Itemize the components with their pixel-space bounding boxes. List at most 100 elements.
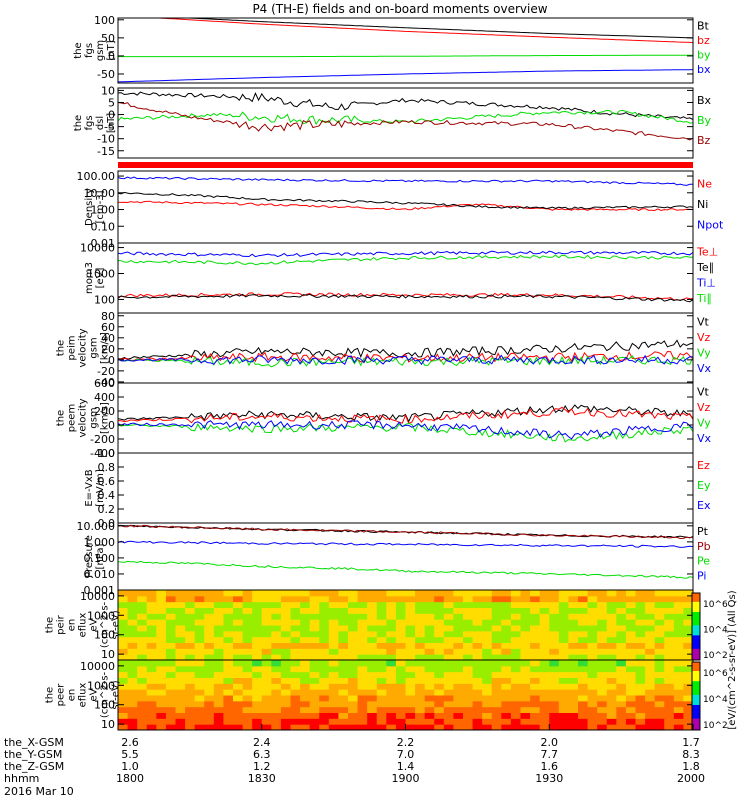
heatmap-cell: [625, 654, 636, 661]
heatmap-cell: [338, 671, 349, 678]
heatmap-cell: [204, 724, 215, 731]
heatmap-cell: [271, 613, 282, 620]
heatmap-cell: [530, 654, 541, 661]
heatmap-cell: [683, 607, 694, 614]
heatmap-cell: [463, 671, 474, 678]
heatmap-cell: [415, 642, 426, 649]
heatmap-cell: [530, 671, 541, 678]
heatmap-cell: [348, 689, 359, 696]
heatmap-cell: [319, 613, 330, 620]
heatmap-cell: [137, 700, 148, 708]
y-tick-label: 0.0: [98, 517, 116, 530]
heatmap-cell: [539, 660, 550, 667]
heatmap-cell: [328, 683, 339, 690]
panel-frame: [117, 87, 694, 159]
heatmap-cell: [156, 595, 167, 603]
heatmap-cell: [223, 590, 234, 597]
heatmap-cell: [635, 718, 646, 725]
heatmap-cell: [616, 642, 627, 649]
series-line-Te⊥: [117, 292, 694, 301]
colorbar-cell: [692, 646, 700, 649]
heatmap-cell: [539, 648, 550, 655]
heatmap-cell: [587, 665, 598, 673]
heatmap-cell: [453, 595, 464, 603]
heatmap-cell: [625, 700, 636, 708]
heatmap-cell: [300, 660, 311, 667]
heatmap-cell: [290, 718, 301, 725]
heatmap-cell: [271, 689, 282, 696]
heatmap-cell: [424, 590, 435, 597]
heatmap-cell: [635, 665, 646, 673]
heatmap-cell: [606, 648, 617, 655]
heatmap-cell: [625, 601, 636, 608]
heatmap-cell: [165, 695, 176, 702]
heatmap-cell: [673, 718, 684, 725]
heatmap-cell: [510, 671, 521, 678]
x-tick-label: 7.7: [541, 748, 559, 761]
heatmap-cell: [453, 718, 464, 725]
heatmap-cell: [434, 706, 445, 713]
heatmap-cell: [482, 706, 493, 713]
heatmap-cell: [453, 677, 464, 684]
heatmap-cell: [338, 613, 349, 620]
heatmap-cell: [635, 648, 646, 655]
heatmap-cell: [501, 595, 512, 603]
heatmap-cell: [491, 613, 502, 620]
heatmap-cell: [348, 636, 359, 643]
heatmap-cell: [673, 712, 684, 719]
heatmap-cell: [118, 619, 129, 626]
heatmap-cell: [280, 689, 291, 696]
heatmap-cell: [146, 689, 157, 696]
heatmap-cell: [194, 613, 205, 620]
heatmap-cell: [319, 718, 330, 725]
heatmap-cell: [348, 706, 359, 713]
heatmap-cell: [482, 630, 493, 638]
heatmap-cell: [616, 671, 627, 678]
heatmap-cell: [242, 718, 253, 725]
heatmap-cell: [300, 654, 311, 661]
heatmap-cell: [520, 648, 531, 655]
heatmap-cell: [539, 689, 550, 696]
heatmap-cell: [405, 654, 416, 661]
heatmap-cell: [261, 630, 272, 638]
heatmap-cell: [635, 642, 646, 649]
heatmap-cell: [558, 689, 569, 696]
colorbar-cell: [692, 663, 700, 666]
heatmap-cell: [463, 648, 474, 655]
heatmap-cell: [118, 595, 129, 603]
heatmap-cell: [520, 706, 531, 713]
heatmap-cell: [424, 642, 435, 649]
heatmap-cell: [137, 642, 148, 649]
heatmap-cell: [348, 648, 359, 655]
heatmap-cell: [558, 706, 569, 713]
heatmap-cell: [367, 619, 378, 626]
heatmap-cell: [645, 607, 656, 614]
series-line-bx: [117, 69, 694, 83]
colorbar-cell: [692, 704, 700, 707]
heatmap-cell: [233, 695, 244, 702]
heatmap-cell: [530, 718, 541, 725]
heatmap-cell: [213, 700, 224, 708]
heatmap-cell: [290, 607, 301, 614]
heatmap-cell: [434, 630, 445, 638]
heatmap-cell: [127, 695, 138, 702]
heatmap-cell: [242, 619, 253, 626]
heatmap-cell: [635, 613, 646, 620]
y-tick-label: 0.4: [98, 489, 116, 502]
colorbar-frame: [691, 592, 701, 661]
heatmap-cell: [549, 625, 560, 632]
heatmap-cell: [233, 689, 244, 696]
heatmap-cell: [616, 613, 627, 620]
heatmap-cell: [204, 613, 215, 620]
heatmap-cell: [357, 654, 368, 661]
heatmap-cell: [568, 724, 579, 731]
heatmap-cell: [654, 718, 665, 725]
colorbar-cell: [692, 689, 700, 692]
heatmap-cell: [319, 665, 330, 673]
heatmap-cell: [233, 595, 244, 603]
heatmap-cell: [578, 724, 589, 731]
heatmap-cell: [357, 671, 368, 678]
heatmap-cell: [645, 601, 656, 608]
heatmap-cell: [319, 636, 330, 643]
heatmap-cell: [578, 706, 589, 713]
